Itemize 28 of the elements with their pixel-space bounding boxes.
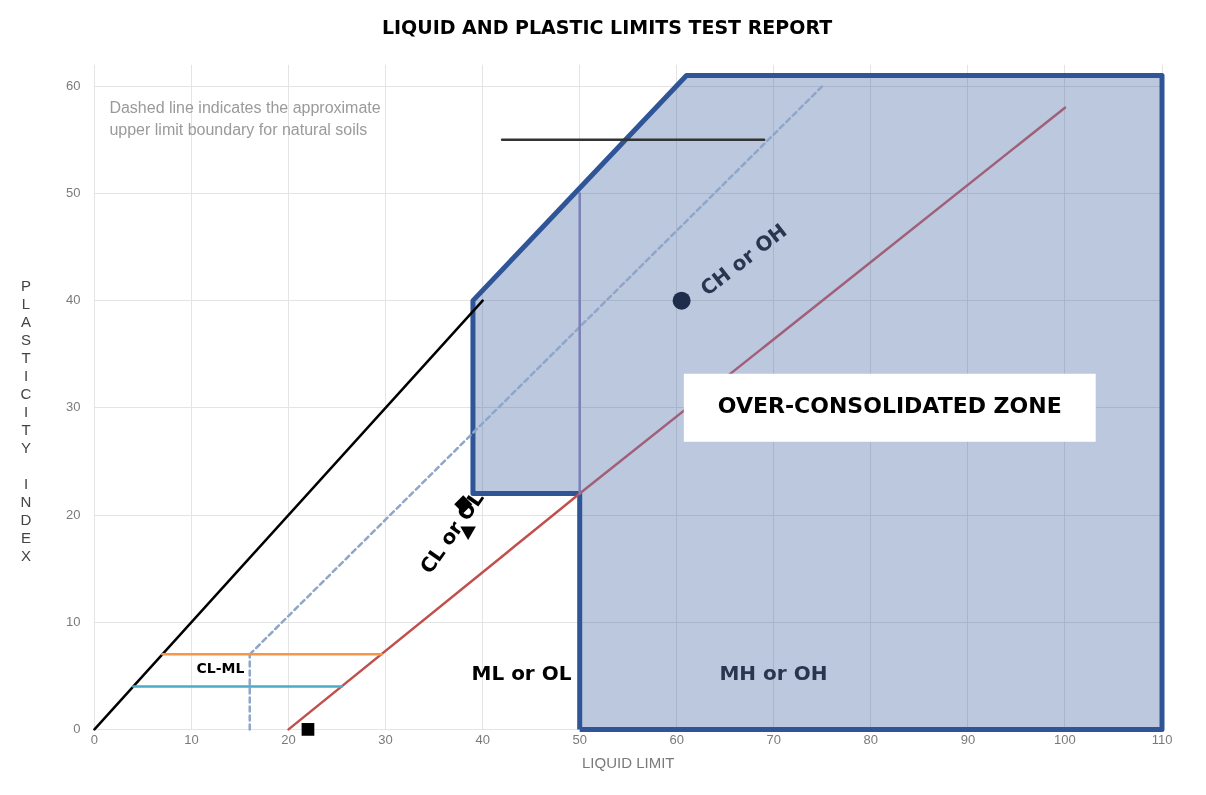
annotation: MH or OH <box>719 661 828 686</box>
x-tick-label: 20 <box>281 731 296 747</box>
x-tick-label: 80 <box>863 731 879 747</box>
x-tick-label: 60 <box>669 731 684 747</box>
x-tick-label: 90 <box>960 731 976 747</box>
x-tick-label: 70 <box>766 731 782 747</box>
y-tick-label: 10 <box>65 613 81 629</box>
y-tick-label: 20 <box>65 506 81 522</box>
y-tick-label: 50 <box>65 185 81 201</box>
y-tick-label: 60 <box>65 77 81 93</box>
x-tick-label: 50 <box>572 731 587 747</box>
y-tick-label: 40 <box>65 292 81 308</box>
x-tick-label: 30 <box>378 731 393 747</box>
y-tick-label: 30 <box>65 399 81 415</box>
annotation: ML or OL <box>471 661 572 686</box>
annotation: OVER-CONSOLIDATED ZONE <box>717 393 1062 419</box>
chart-title: LIQUID AND PLASTIC LIMITS TEST REPORT <box>381 16 833 39</box>
x-axis-title: LIQUID LIMIT <box>581 754 675 772</box>
x-tick-label: 0 <box>90 731 99 747</box>
y-tick-label: 0 <box>73 720 81 736</box>
x-tick-label: 40 <box>475 731 490 747</box>
y-axis-title: PLASTICITY INDEX <box>17 276 35 565</box>
annotation: CL-ML <box>196 660 245 677</box>
x-tick-label: 100 <box>1054 731 1076 747</box>
x-tick-label: 10 <box>184 731 199 747</box>
annotation: Dashed line indicates the approximate upper limit boundary for natural soils <box>109 98 381 138</box>
annotation: CH or OH <box>695 218 792 301</box>
x-tick-label: 110 <box>1151 731 1173 747</box>
